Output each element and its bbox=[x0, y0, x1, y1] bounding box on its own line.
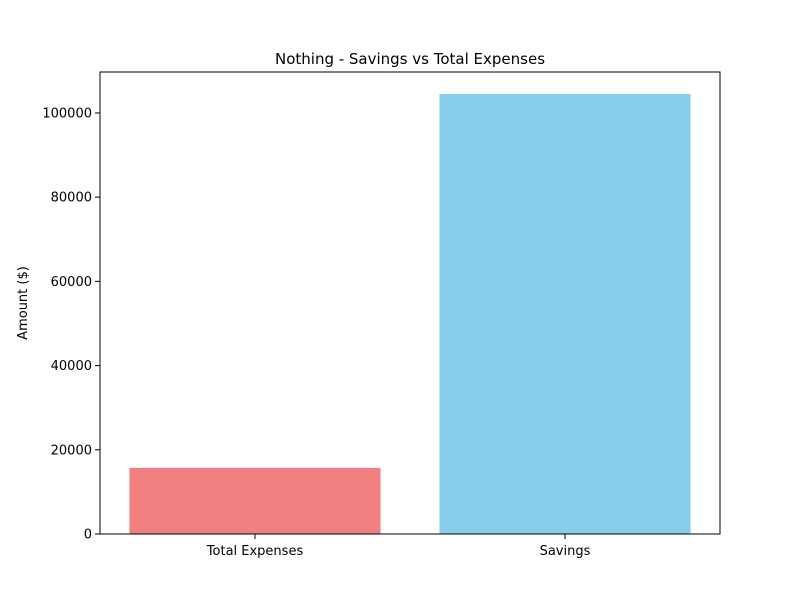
x-tick-label: Savings bbox=[540, 544, 591, 559]
bar-savings bbox=[439, 94, 691, 534]
y-tick-label: 80000 bbox=[51, 191, 92, 206]
y-tick-label: 60000 bbox=[51, 275, 92, 290]
x-tick-label: Total Expenses bbox=[206, 544, 304, 559]
x-axis-ticks: Total Expenses Savings bbox=[206, 534, 591, 559]
y-tick-label: 40000 bbox=[51, 359, 92, 374]
chart-title: Nothing - Savings vs Total Expenses bbox=[275, 50, 545, 68]
bar-total-expenses bbox=[129, 467, 381, 534]
plot-area-frame bbox=[99, 71, 721, 535]
y-tick-label: 100000 bbox=[42, 106, 92, 121]
y-axis-ticks: 0 20000 40000 60000 80000 100000 bbox=[42, 106, 100, 543]
y-axis-label: Amount ($) bbox=[16, 266, 31, 340]
y-tick-label: 0 bbox=[84, 528, 92, 543]
y-tick-label: 20000 bbox=[51, 443, 92, 458]
bars-layer bbox=[129, 94, 691, 534]
